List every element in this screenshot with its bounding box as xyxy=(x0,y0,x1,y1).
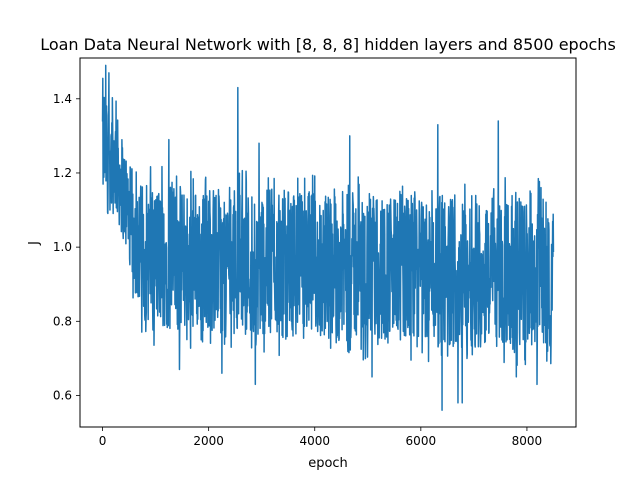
x-tick-label: 2000 xyxy=(193,434,224,448)
y-tick-label: 1.2 xyxy=(53,166,72,180)
chart-title: Loan Data Neural Network with [8, 8, 8] … xyxy=(40,35,616,54)
series-layer xyxy=(101,64,555,412)
y-axis-ticks: 0.6 0.8 1.0 1.2 1.4 xyxy=(53,92,80,402)
x-tick-label: 0 xyxy=(99,434,107,448)
y-tick-label: 0.8 xyxy=(53,314,72,328)
axes-frame xyxy=(79,57,577,428)
plot-area: 0 2000 4000 6000 8000 0.6 0.8 1.0 1.2 1.4 xyxy=(53,57,577,448)
x-tick-label: 8000 xyxy=(512,434,543,448)
x-tick-label: 4000 xyxy=(299,434,330,448)
series-line xyxy=(101,64,555,412)
y-axis-label: J xyxy=(27,241,42,246)
x-tick-label: 6000 xyxy=(406,434,437,448)
x-axis-label: epoch xyxy=(308,456,348,471)
y-tick-label: 1.0 xyxy=(53,240,72,254)
y-tick-label: 1.4 xyxy=(53,92,72,106)
y-tick-label: 0.6 xyxy=(53,388,72,402)
x-axis-ticks: 0 2000 4000 6000 8000 xyxy=(99,427,542,448)
